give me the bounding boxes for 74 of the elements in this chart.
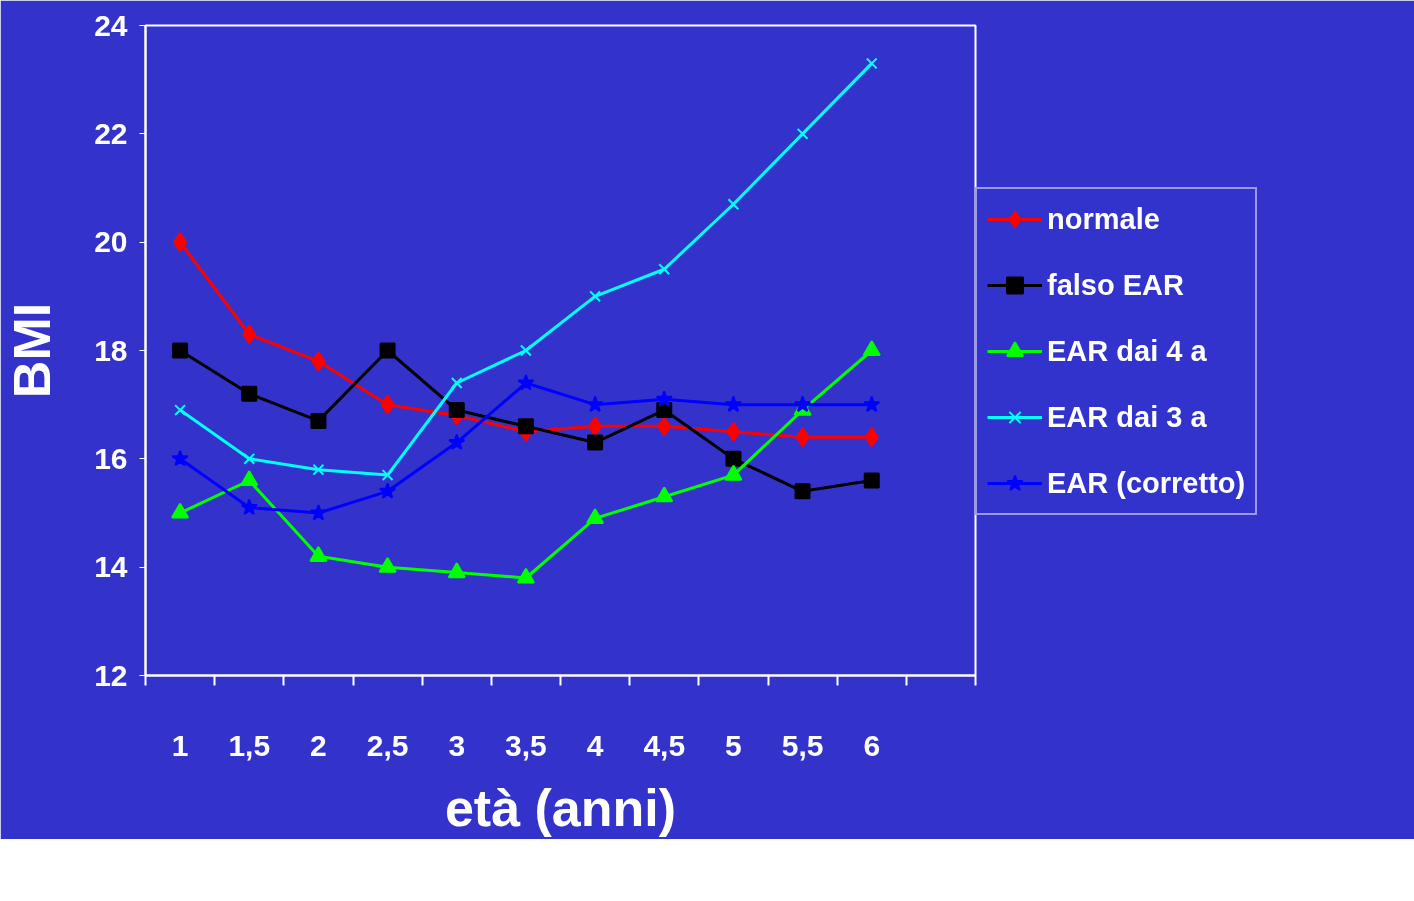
point [587, 434, 604, 451]
point [655, 486, 674, 503]
y-tick-label: 22 [94, 116, 128, 150]
x-tick-label: 3,5 [505, 728, 547, 762]
point [793, 395, 812, 413]
point [727, 198, 740, 211]
y-tick-label: 16 [94, 441, 128, 475]
y-tick-label: 12 [94, 658, 128, 692]
point [725, 450, 742, 467]
x-tick-label: 4 [586, 728, 604, 762]
point [586, 395, 604, 413]
legend-label: falso EAR [1047, 268, 1184, 302]
point [312, 463, 325, 476]
point [863, 395, 881, 413]
point [378, 556, 397, 573]
point [172, 342, 189, 359]
y-tick-label: 14 [94, 550, 128, 584]
point [173, 232, 188, 253]
point [795, 427, 810, 448]
legend-label: EAR dai 4 a [1047, 334, 1207, 368]
point [381, 469, 394, 482]
x-tick-label: 5,5 [781, 728, 824, 762]
y-axis-title: BMI [3, 302, 62, 399]
point [864, 427, 879, 448]
x-tick-label: 4,5 [643, 728, 686, 762]
point [450, 377, 463, 389]
point [863, 472, 880, 489]
legend-label: normale [1047, 202, 1160, 236]
point [240, 470, 259, 487]
point [865, 57, 878, 70]
point [658, 263, 671, 276]
point [724, 395, 743, 413]
point [448, 433, 466, 451]
point [448, 402, 465, 419]
point [174, 404, 187, 417]
point [311, 351, 326, 372]
point [862, 340, 881, 357]
x-axis-title: età (anni) [444, 778, 677, 837]
point [589, 290, 602, 303]
point [794, 483, 811, 500]
point [310, 412, 327, 429]
point [586, 508, 605, 525]
point [657, 416, 672, 437]
point [517, 418, 534, 435]
x-tick-label: 1 [171, 728, 189, 762]
point [517, 374, 535, 391]
y-tick-label: 20 [94, 225, 128, 259]
point [241, 385, 258, 402]
legend-label: EAR (corretto) [1047, 466, 1246, 500]
point [171, 502, 190, 519]
point [447, 562, 466, 579]
x-tick-label: 6 [863, 728, 881, 762]
point [378, 482, 397, 499]
point [242, 324, 257, 345]
point [519, 344, 532, 357]
legend-label: EAR dai 3 a [1047, 400, 1207, 434]
point [243, 452, 256, 465]
point [516, 567, 535, 584]
point [380, 394, 395, 415]
point [171, 449, 189, 467]
x-tick-label: 2,5 [366, 728, 409, 762]
x-tick-label: 1,5 [228, 728, 271, 762]
point [588, 416, 603, 437]
point [655, 390, 673, 407]
point [726, 421, 741, 442]
x-tick-label: 5 [725, 728, 742, 762]
point [724, 464, 743, 481]
y-tick-label: 18 [94, 333, 128, 367]
x-tick-label: 3 [448, 728, 466, 762]
point [379, 342, 396, 359]
x-tick-label: 2 [310, 728, 327, 762]
y-tick-label: 24 [94, 8, 128, 42]
point [240, 498, 258, 516]
point [309, 546, 328, 562]
